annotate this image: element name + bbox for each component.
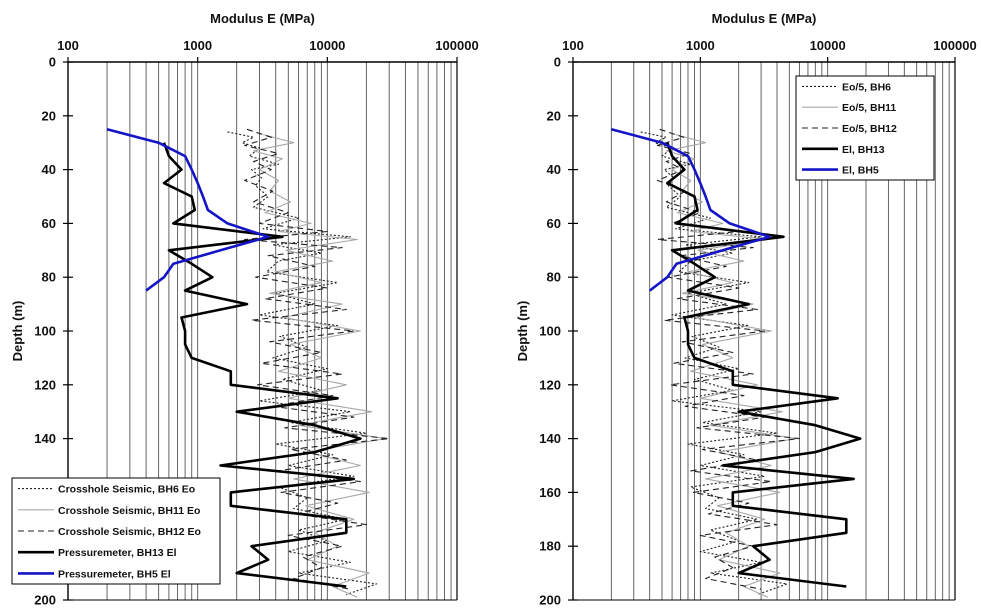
legend-label: El, BH5 (842, 165, 879, 177)
x-tick-label: 100 (562, 38, 584, 53)
x-tick-label: 10000 (309, 38, 345, 53)
y-tick-label: 120 (539, 377, 561, 392)
legend-box (11, 477, 221, 585)
x-tick-label: 100000 (435, 38, 478, 53)
legend-label: El, BH13 (842, 144, 885, 156)
x-axis-title: Modulus E (MPa) (712, 11, 817, 26)
y-tick-label: 20 (42, 108, 56, 123)
y-tick-label: 200 (34, 593, 56, 608)
y-tick-label: 180 (539, 539, 561, 554)
y-tick-label: 0 (554, 55, 561, 70)
series-line-1 (227, 131, 378, 596)
legend-label: Eo/5, BH6 (842, 81, 891, 93)
series-line-5 (610, 128, 771, 292)
legend-label: Eo/5, BH11 (842, 102, 896, 114)
series-line-3 (244, 128, 390, 590)
legend-label: Pressuremeter, BH5 El (58, 568, 171, 580)
y-tick-label: 40 (42, 162, 56, 177)
y-tick-label: 60 (42, 216, 56, 231)
y-tick-label: 140 (34, 431, 56, 446)
y-tick-label: 80 (42, 270, 56, 285)
legend-label: Eo/5, BH12 (842, 123, 897, 135)
legend-label: Crosshole Seismic, BH11 Eo (58, 505, 200, 517)
x-axis-title: Modulus E (MPa) (210, 11, 315, 26)
legend-label: Crosshole Seismic, BH12 Eo (58, 526, 201, 538)
x-tick-label: 100000 (933, 38, 976, 53)
y-tick-label: 100 (34, 324, 56, 339)
legend-box (795, 75, 935, 181)
y-tick-label: 160 (539, 485, 561, 500)
series-line-4 (162, 142, 362, 588)
legend: Crosshole Seismic, BH6 Eo Crosshole Seism… (11, 477, 221, 585)
series-line-2 (665, 134, 797, 598)
y-axis-title: Depth (m) (515, 301, 530, 362)
legend-label: Pressuremeter, BH13 El (58, 547, 177, 559)
series-line-1 (640, 131, 788, 596)
y-axis-title: Depth (m) (10, 301, 25, 362)
y-tick-label: 80 (547, 270, 561, 285)
legend: Eo/5, BH6 Eo/5, BH11 Eo/5, BH12 El, BH13 El,… (795, 75, 935, 181)
series-line-5 (106, 128, 270, 292)
chart-panel-1: 1001000100001000000204060801001201401601… (10, 11, 479, 608)
y-tick-label: 140 (539, 431, 561, 446)
x-tick-label: 10000 (810, 38, 846, 53)
y-tick-label: 60 (547, 216, 561, 231)
series-line-3 (656, 128, 800, 590)
series-line-2 (253, 134, 386, 598)
x-tick-label: 1000 (183, 38, 212, 53)
x-tick-label: 100 (57, 38, 79, 53)
y-tick-label: 100 (539, 324, 561, 339)
y-tick-label: 120 (34, 377, 56, 392)
y-tick-label: 200 (539, 593, 561, 608)
legend-label: Crosshole Seismic, BH6 Eo (58, 484, 195, 496)
y-tick-label: 0 (49, 55, 56, 70)
series-line-4 (665, 142, 862, 588)
y-tick-label: 20 (547, 108, 561, 123)
chart-panel-2: 100 1000 10000 100000 0 20 40 60 80 100 120 140 160 1… (515, 11, 977, 608)
x-tick-label: 1000 (686, 38, 715, 53)
y-tick-label: 40 (547, 162, 561, 177)
